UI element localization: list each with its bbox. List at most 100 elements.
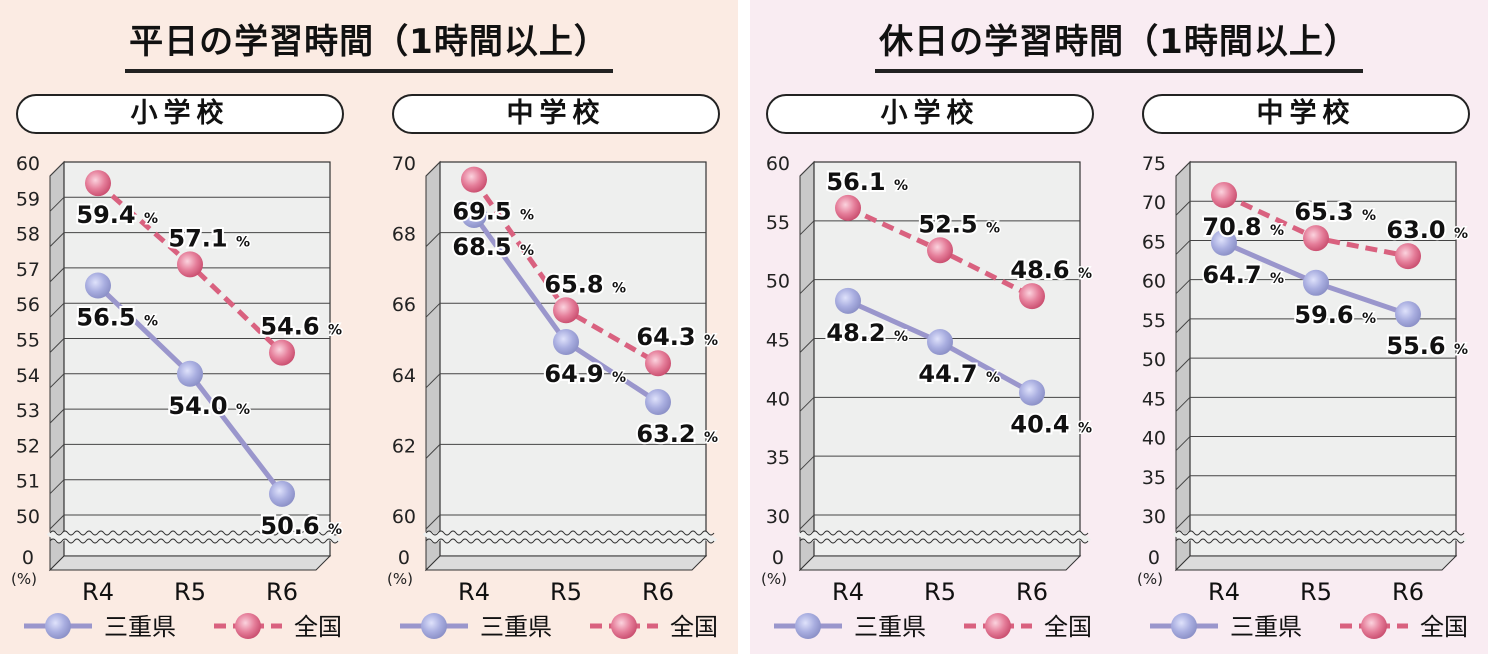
data-label: 59.4% (74, 199, 159, 231)
legend-mie-label: 三重県 (1230, 613, 1302, 641)
legend-national-marker (985, 613, 1011, 639)
y-tick-label: 55 (766, 212, 790, 234)
legend-mie-label: 三重県 (480, 613, 552, 641)
data-label: 65.8% (542, 268, 627, 300)
y-tick-label: 66 (392, 294, 416, 316)
x-tick-label: R4 (82, 578, 114, 606)
chart-weekday-elementary: 小学校 0 50 51 52 53 54 55 56 57 58 59 60 (%) R4 R5 R6 56.5… (0, 90, 350, 650)
svg-text:48.2: 48.2 (826, 319, 885, 347)
svg-text:64.7: 64.7 (1202, 261, 1261, 289)
svg-text:%: % (520, 243, 534, 259)
svg-text:64.3: 64.3 (636, 323, 695, 351)
svg-text:%: % (704, 333, 718, 349)
chart-holiday-elementary: 小学校 0 30 35 40 45 50 55 60 (%) R4 R5 R6 48.2% 44.7% 40… (750, 90, 1100, 650)
x-tick-label: R4 (458, 578, 490, 606)
y-tick-label: 0 (1148, 547, 1160, 569)
y-tick-label: 56 (16, 294, 40, 316)
data-point-marker (177, 251, 203, 278)
y-tick-label: 30 (1142, 506, 1166, 528)
data-point-marker (553, 297, 579, 324)
x-tick-label: R6 (1016, 578, 1048, 606)
chart-holiday-junior-high: 中学校 0 30 35 40 45 50 55 60 65 70 75 (%) R4 R5 R6 64.7% 5… (1126, 90, 1476, 650)
x-tick-label: R5 (550, 578, 582, 606)
legend-national-label: 全国 (1420, 613, 1468, 641)
svg-text:70.8: 70.8 (1202, 213, 1261, 241)
svg-text:64.9: 64.9 (544, 360, 603, 388)
svg-text:63.2: 63.2 (636, 420, 695, 448)
data-label: 63.2% (634, 418, 719, 450)
svg-text:%: % (704, 430, 718, 446)
y-axis-unit: (%) (387, 570, 413, 588)
svg-text:68.5: 68.5 (452, 233, 511, 261)
svg-text:%: % (1270, 271, 1284, 287)
svg-text:%: % (144, 211, 158, 227)
legend-national-label: 全国 (1044, 613, 1092, 641)
svg-text:55.6: 55.6 (1386, 332, 1445, 360)
y-tick-label: 50 (16, 506, 40, 528)
data-point-marker (461, 201, 487, 228)
svg-text:%: % (1078, 266, 1092, 282)
data-point-marker (1395, 301, 1421, 328)
svg-text:%: % (236, 402, 250, 418)
svg-text:%: % (1454, 226, 1468, 242)
data-label: 63.0% (1384, 214, 1469, 246)
svg-text:%: % (1078, 421, 1092, 437)
svg-text:44.7: 44.7 (918, 360, 977, 388)
data-point-marker (645, 350, 671, 377)
section-title: 休日の学習時間（1時間以上） (750, 14, 1488, 73)
data-label: 64.9% (542, 358, 627, 390)
data-point-marker (645, 389, 671, 416)
y-tick-label: 52 (16, 435, 40, 457)
x-tick-label: R4 (1208, 578, 1240, 606)
x-tick-label: R5 (924, 578, 956, 606)
svg-text:%: % (1362, 208, 1376, 224)
weekday-section: 平日の学習時間（1時間以上） 小学校 0 50 51 52 53 54 55 56 57 58 59… (0, 0, 738, 654)
y-tick-label: 60 (16, 153, 40, 175)
legend-mie-marker (45, 613, 71, 639)
data-point-marker (1211, 181, 1237, 208)
legend-mie-label: 三重県 (854, 613, 926, 641)
svg-text:%: % (1270, 223, 1284, 239)
svg-text:%: % (520, 208, 534, 224)
y-tick-label: 45 (766, 330, 790, 352)
svg-text:57.1: 57.1 (168, 224, 227, 252)
legend-national-label: 全国 (670, 613, 718, 641)
y-tick-label: 0 (772, 547, 784, 569)
svg-text:%: % (986, 370, 1000, 386)
y-tick-label: 35 (766, 447, 790, 469)
svg-text:56.1: 56.1 (826, 168, 885, 196)
svg-text:%: % (144, 314, 158, 330)
data-point-marker (85, 272, 111, 299)
data-label: 65.3% (1292, 196, 1377, 228)
x-tick-label: R6 (642, 578, 674, 606)
svg-text:%: % (612, 370, 626, 386)
y-tick-label: 53 (16, 400, 40, 422)
legend-mie-marker (1171, 613, 1197, 639)
y-tick-label: 64 (392, 365, 416, 387)
y-tick-label: 68 (392, 224, 416, 246)
data-point-marker (927, 329, 953, 356)
data-point-marker (461, 166, 487, 193)
legend-mie-marker (421, 613, 447, 639)
svg-text:52.5: 52.5 (918, 210, 977, 238)
y-tick-label: 51 (16, 471, 40, 493)
data-point-marker (1211, 229, 1237, 256)
chart-subtitle-pill: 小学校 (766, 94, 1094, 134)
x-tick-label: R6 (266, 578, 298, 606)
data-label: 40.4% (1008, 409, 1093, 441)
data-label: 68.5% (450, 231, 535, 263)
data-point-marker (1395, 243, 1421, 270)
legend-mie-label: 三重県 (104, 613, 176, 641)
data-label: 54.0% (166, 390, 251, 422)
chart-subtitle-pill: 小学校 (16, 94, 344, 134)
data-point-marker (553, 329, 579, 356)
data-point-marker (1019, 283, 1045, 310)
data-label: 54.6% (258, 311, 343, 343)
y-tick-label: 0 (22, 547, 34, 569)
y-axis-unit: (%) (11, 570, 37, 588)
x-tick-label: R5 (174, 578, 206, 606)
data-label: 55.6% (1384, 330, 1469, 362)
